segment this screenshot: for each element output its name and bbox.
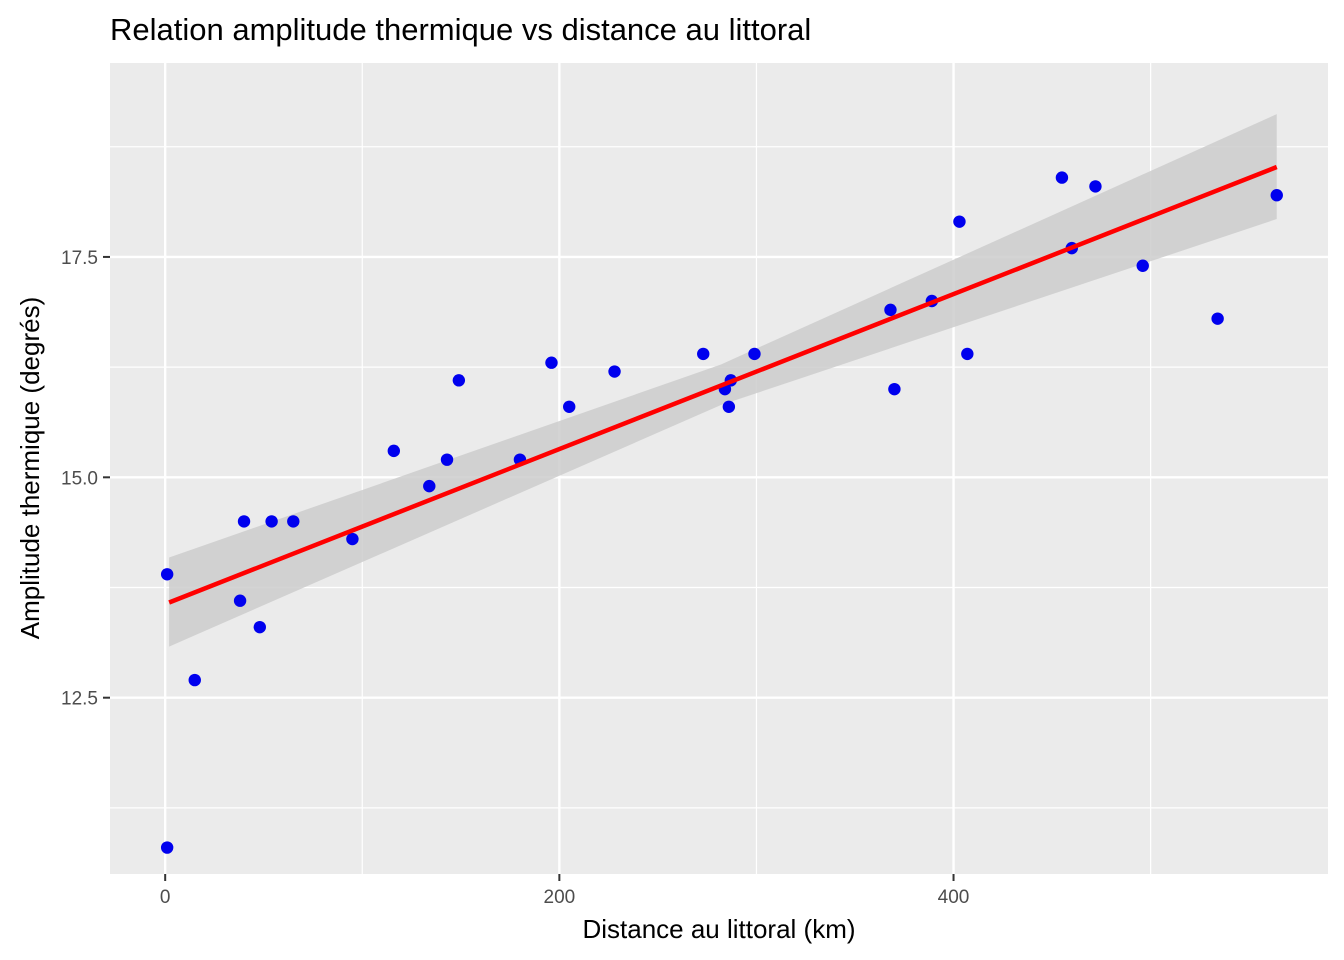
data-point — [160, 841, 174, 854]
y-tick-label: 12.5 — [61, 689, 98, 710]
x-tick-label: 0 — [160, 887, 171, 908]
major-gridlines — [110, 63, 1328, 874]
y-axis-title: Amplitude thermique (degrés) — [15, 297, 45, 640]
data-point — [961, 347, 974, 361]
data-point — [884, 303, 897, 317]
chart-title: Relation amplitude thermique vs distance… — [110, 12, 811, 47]
y-tick-label: 15.0 — [61, 468, 98, 489]
data-point — [346, 532, 359, 546]
data-point — [748, 347, 761, 361]
y-tick-label: 17.5 — [61, 248, 98, 269]
data-point — [1136, 259, 1149, 272]
data-point — [387, 444, 401, 458]
regression-line — [168, 164, 1278, 605]
confidence-band — [169, 114, 1277, 647]
data-point — [452, 374, 466, 387]
x-axis-title: Distance au littoral (km) — [582, 914, 855, 944]
data-point — [423, 479, 436, 493]
data-point — [265, 515, 278, 528]
data-point — [1211, 312, 1224, 325]
data-point — [697, 347, 710, 361]
data-point — [188, 673, 201, 687]
data-point — [253, 620, 266, 634]
data-point — [440, 453, 454, 466]
data-point — [563, 400, 576, 413]
x-axis: 0 200 400 — [160, 874, 969, 908]
data-point — [160, 568, 174, 581]
data-point — [608, 365, 621, 378]
data-point — [1270, 189, 1283, 202]
data-point — [722, 400, 736, 413]
x-tick-label: 200 — [544, 887, 576, 908]
x-tick-label: 400 — [938, 887, 970, 908]
data-point — [287, 515, 300, 528]
data-point — [545, 356, 558, 369]
y-axis: 12.5 15.0 17.5 — [61, 248, 110, 710]
data-point — [888, 382, 901, 396]
data-point — [953, 215, 966, 228]
data-point — [233, 594, 247, 607]
data-point — [1089, 180, 1102, 193]
data-point — [1055, 171, 1069, 184]
data-point — [237, 515, 251, 528]
